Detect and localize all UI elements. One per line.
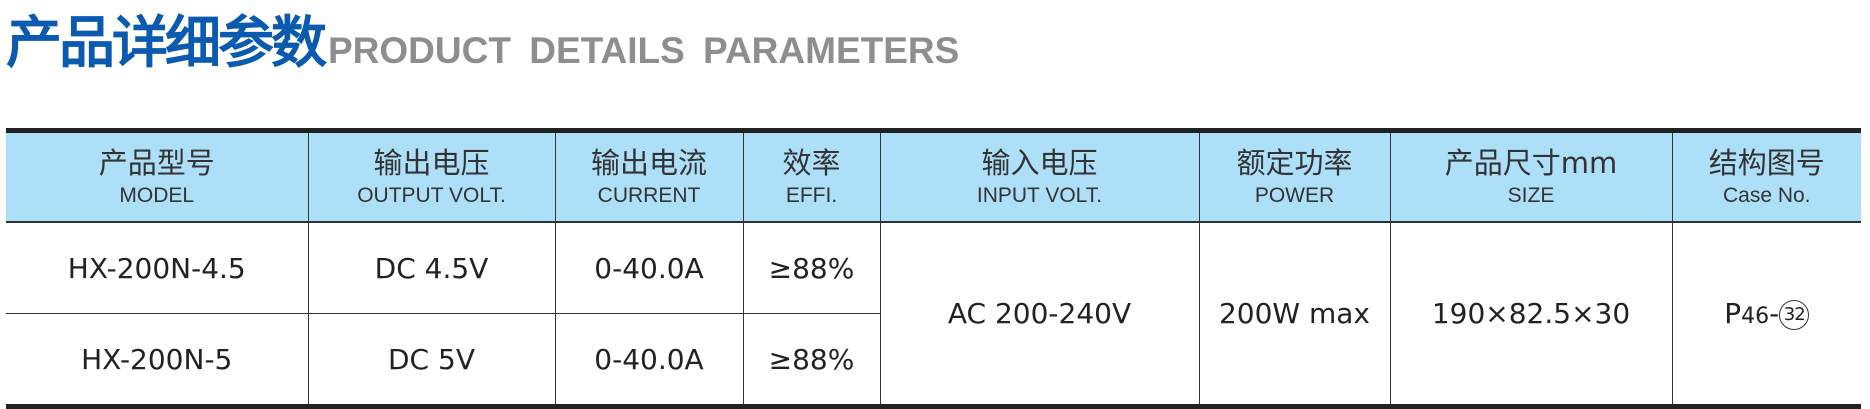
table-header-row: 产品型号 MODEL 输出电压 OUTPUT VOLT. 输出电流 CURRENT 效…: [6, 130, 1861, 223]
cell-size: 190×82.5×30: [1389, 222, 1672, 407]
header-input-volt: 输入电压 INPUT VOLT.: [879, 130, 1199, 223]
cell-model: HX-200N-4.5: [6, 222, 308, 314]
product-parameters-table: 产品型号 MODEL 输出电压 OUTPUT VOLT. 输出电流 CURRENT 效…: [6, 128, 1861, 409]
cell-case: P46- 32: [1671, 222, 1861, 407]
cell-effi: ≥88%: [742, 313, 880, 407]
header-size: 产品尺寸mm SIZE: [1389, 130, 1672, 223]
cell-current: 0-40.0A: [554, 222, 743, 314]
header-effi: 效率 EFFI.: [742, 130, 880, 223]
cell-output-volt: DC 4.5V: [307, 222, 555, 314]
title-cn: 产品详细参数: [6, 11, 327, 76]
header-power: 额定功率 POWER: [1198, 130, 1390, 223]
table-row: HX-200N-5 DC 5V 0-40.0A ≥88%: [6, 313, 1861, 407]
cell-power: 200W max: [1198, 222, 1390, 407]
header-case: 结构图号 Case No.: [1671, 130, 1861, 223]
cell-model: HX-200N-5: [81, 342, 233, 376]
cell-input-volt: AC 200-240V: [879, 222, 1199, 407]
page-title: 产品详细参数 PRODUCT DETAILS PARAMETERS: [6, 6, 959, 76]
header-model: 产品型号 MODEL: [6, 130, 308, 223]
header-output-volt: 输出电压 OUTPUT VOLT.: [307, 130, 555, 223]
cell-output-volt: DC 5V: [307, 313, 555, 407]
cell-current: 0-40.0A: [554, 313, 743, 407]
circled-number: 32: [1779, 300, 1810, 330]
title-en: PRODUCT DETAILS PARAMETERS: [328, 30, 960, 71]
table-row: HX-200N-4.5 DC 4.5V 0-40.0A ≥88% AC 200-…: [6, 222, 1861, 407]
header-current: 输出电流 CURRENT: [554, 130, 743, 223]
cell-effi: ≥88%: [742, 222, 880, 314]
